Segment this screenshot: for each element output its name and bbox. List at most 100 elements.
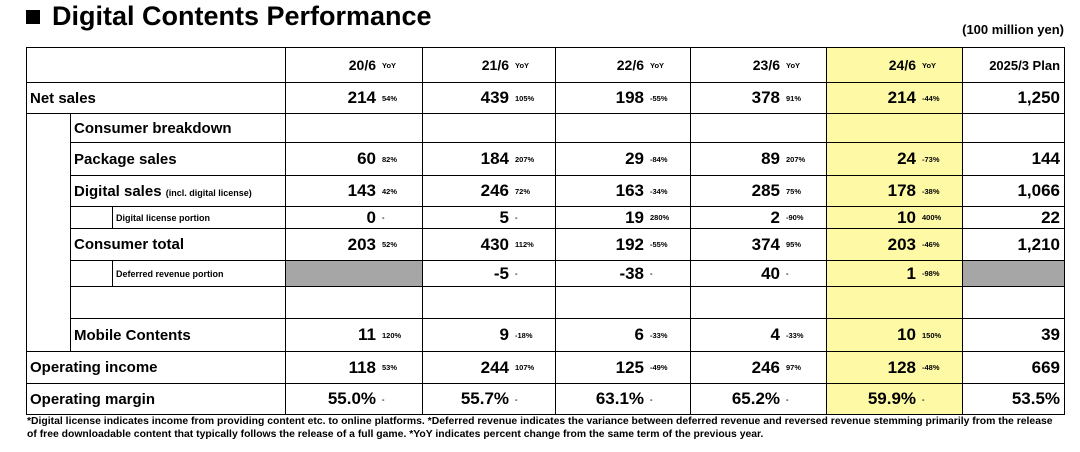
plan-cell [962, 260, 1066, 287]
yoy: - [382, 213, 385, 222]
period-yoy: YoY [786, 60, 801, 70]
period-cell: 24/6 YoY [827, 57, 962, 73]
value: 2 [770, 207, 781, 227]
value-cell: -5- [422, 260, 557, 287]
value-cell: 214 54% [285, 82, 424, 114]
cell-pair: 192 -55% [556, 235, 690, 255]
value: 184 [480, 149, 510, 168]
spacer [555, 286, 692, 319]
indent [26, 260, 71, 287]
value: 60 [357, 149, 377, 168]
row: Mobile Contents 11 120% 9 -18% 6 -33% 4 -33% 10 15… [26, 318, 1066, 352]
value-cell: 0- [285, 206, 424, 229]
period-cell: 20/6 YoY [286, 57, 422, 73]
cell-pair: 9 -18% [423, 325, 555, 345]
corner [25, 47, 287, 83]
yoy: 150% [922, 330, 942, 340]
cell-pair: 2 -90% [691, 208, 826, 228]
yoy: - [786, 269, 789, 278]
indent [26, 286, 71, 319]
cell-pair: 10 150% [827, 325, 962, 345]
row-label: Deferred revenue portion [111, 260, 287, 287]
period-yoy: YoY [515, 60, 530, 70]
value-cell: 378 91% [690, 82, 828, 114]
yoy: -84% [650, 154, 668, 164]
value-cell: 374 95% [690, 228, 828, 261]
value: 40 [761, 263, 781, 283]
spacer-row [26, 286, 1066, 319]
yoy: 112% [515, 240, 534, 249]
spacer [962, 286, 1066, 319]
row-label: Digital license portion [111, 206, 287, 229]
value-cell: 244 107% [422, 351, 557, 384]
row: Consumer breakdown [26, 113, 1066, 143]
value: 10 [897, 207, 917, 227]
yoy: -55% [650, 93, 668, 103]
cell-pair: 11 120% [286, 325, 422, 345]
title: Digital Contents Performance [52, 1, 432, 31]
cell-pair: 214 54% [286, 88, 422, 108]
value: 24 [897, 149, 917, 168]
value: 374 [751, 234, 781, 254]
value-cell: 19 280% [555, 206, 692, 229]
value-cell: 285 75% [690, 175, 828, 207]
cell-pair: 10 400% [827, 208, 962, 228]
row: Operating income 118 53% 244 107% 125 -49% 246 9… [25, 351, 1066, 384]
header-row: 20/6 YoY 21/6 YoY 22/6 YoY 23/6 YoY 24/6 YoY 2025/… [25, 47, 1066, 83]
row-label-text: Consumer total [74, 236, 185, 253]
footnote: *Digital license indicates income from p… [27, 416, 1053, 440]
value-cell: 246 72% [422, 175, 557, 207]
yoy: -18% [515, 330, 533, 340]
value-cell: 192 -55% [555, 228, 692, 261]
value-cell: 65.2% - [690, 383, 828, 415]
cell-pair: 178 -38% [827, 181, 962, 201]
cell-pair: 118 53% [286, 358, 422, 378]
yoy: 95% [786, 240, 802, 249]
spacer [690, 286, 828, 319]
indent [26, 206, 71, 229]
value-cell: 198 -55% [555, 82, 692, 114]
value-cell: 184 207% [422, 142, 557, 176]
row-label-text: Deferred revenue portion [116, 268, 224, 279]
value-cell: 10 400% [826, 206, 964, 229]
value: 89 [761, 149, 781, 168]
plan-cell: 144 [962, 142, 1066, 176]
row-label-text: Consumer breakdown [74, 119, 232, 137]
yoy: -34% [650, 186, 668, 196]
value: 143 [347, 181, 377, 200]
value-cell: 214 -44% [826, 82, 964, 114]
cell-pair: 55.0% - [286, 389, 422, 409]
yoy: -38% [922, 186, 940, 196]
yoy: - [650, 394, 653, 404]
value-cell: 5- [422, 206, 557, 229]
row: Consumer total 203 52% 430 112% 192 -55% 374 95%… [26, 228, 1066, 261]
yoy: 280% [650, 213, 670, 222]
cell-pair: 203 -46% [827, 235, 962, 255]
yoy: -48% [922, 363, 940, 372]
value-cell: 118 53% [285, 351, 424, 384]
cell-pair: 203 52% [286, 235, 422, 255]
value: 430 [480, 234, 510, 254]
value: 1 [906, 263, 917, 283]
value: 198 [615, 88, 645, 107]
yoy: 97% [786, 363, 802, 372]
row-label: Operating income [25, 351, 287, 384]
cell-pair: 4 -33% [691, 325, 826, 345]
period-cell: 23/6 YoY [691, 57, 826, 73]
cell-pair: -38- [556, 264, 690, 284]
cell-pair: 5- [423, 208, 555, 228]
yoy: -46% [922, 240, 940, 249]
value: 214 [347, 88, 377, 107]
row-label: Net sales [25, 82, 287, 114]
row-label-text: Digital sales [74, 182, 162, 200]
row-label: Mobile Contents [69, 318, 287, 352]
indent [70, 206, 113, 229]
yoy: - [382, 394, 385, 404]
value: 125 [615, 357, 645, 377]
value-cell: 29 -84% [555, 142, 692, 176]
indent [26, 228, 71, 261]
cell-pair: 439 105% [423, 88, 555, 108]
yoy: 120% [382, 330, 402, 340]
value-cell: 125 -49% [555, 351, 692, 384]
period-label: 20/6 [348, 57, 377, 73]
